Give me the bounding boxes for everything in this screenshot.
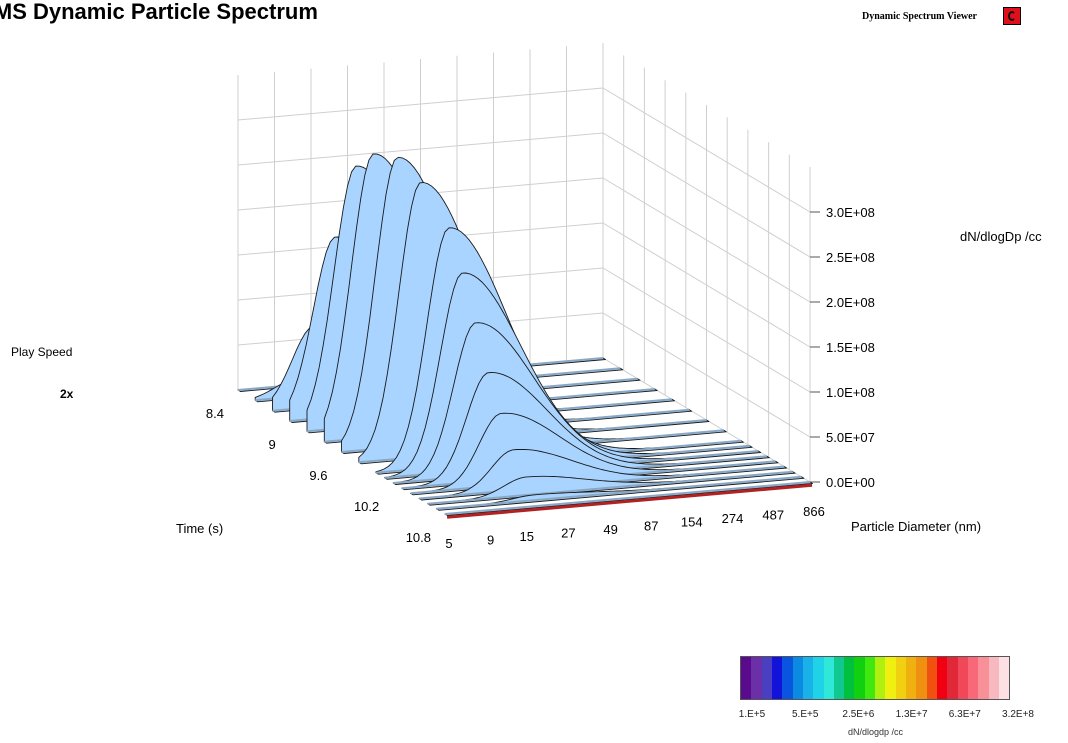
colorbar-cell — [813, 657, 824, 699]
colorbar-tick-label: 2.5E+6 — [842, 709, 875, 720]
colorbar-cell — [782, 657, 793, 699]
colorbar-tick-label: 1.3E+7 — [895, 709, 928, 720]
colorbar-title: dN/dlogdp /cc — [848, 727, 904, 737]
x-tick-label: 15 — [520, 529, 534, 544]
colorbar-cell — [854, 657, 865, 699]
colorbar-cell — [967, 657, 979, 699]
z-tick-label: 1.5E+08 — [826, 340, 875, 355]
z-tick-label: 3.0E+08 — [826, 205, 875, 220]
x-tick-label: 27 — [561, 526, 575, 541]
y-tick-label: 9 — [269, 437, 276, 452]
play-speed-label: Play Speed — [11, 345, 73, 359]
colorbar-cell — [761, 657, 772, 699]
colorbar-cell — [895, 657, 906, 699]
colorbar-cell — [947, 657, 958, 699]
colorbar-cell — [916, 657, 927, 699]
x-tick-label: 9 — [487, 532, 494, 547]
x-tick-label: 866 — [803, 504, 825, 519]
surface-series — [237, 153, 813, 519]
colorbar-cell — [771, 657, 783, 699]
colorbar-cell — [741, 657, 752, 699]
colorbar-tick-label: 1.E+5 — [738, 709, 766, 720]
z-tick-label: 0.0E+00 — [826, 475, 875, 490]
colorbar-cell — [978, 657, 989, 699]
colorbar-cell — [823, 657, 834, 699]
colorbar-cell — [957, 657, 968, 699]
x-tick-label: 487 — [762, 508, 784, 523]
colorbar-cell — [906, 657, 917, 699]
x-tick-label: 5 — [445, 536, 452, 551]
colorbar-cell — [833, 657, 845, 699]
x-tick-label: 49 — [603, 522, 617, 537]
plot-axes: 0.0E+00 5.0E+07 1.0E+08 1.5E+08 2.0E+08 2.5E+… — [176, 205, 1042, 551]
page-title: DMS Dynamic Particle Spectrum — [0, 0, 318, 24]
x-tick-label: 274 — [722, 511, 744, 526]
x-tick-label: 154 — [681, 515, 703, 530]
x-axis-label: Particle Diameter (nm) — [851, 519, 981, 534]
z-tick-label: 2.0E+08 — [826, 295, 875, 310]
z-tick-label: 1.0E+08 — [826, 385, 875, 400]
colorbar-cell — [792, 657, 803, 699]
colorbar-cell — [864, 657, 876, 699]
y-tick-label: 8.4 — [206, 406, 224, 421]
y-tick-label: 10.8 — [406, 530, 431, 545]
colorbar-cell — [936, 657, 948, 699]
x-tick-label: 87 — [644, 518, 658, 533]
app-name: Dynamic Spectrum Viewer — [862, 11, 977, 22]
colorbar-cell — [926, 657, 937, 699]
colorbar — [740, 656, 1010, 700]
front-edge-line — [446, 483, 813, 519]
colorbar-cell — [998, 657, 1010, 699]
colorbar-cell — [844, 657, 855, 699]
z-tick-label: 5.0E+07 — [826, 430, 875, 445]
colorbar-cell — [751, 657, 762, 699]
colorbar-cell — [875, 657, 886, 699]
colorbar-tick-label: 6.3E+7 — [948, 709, 981, 720]
colorbar-cell — [988, 657, 999, 699]
z-tick-label: 2.5E+08 — [826, 250, 875, 265]
colorbar-tick-label: 5.E+5 — [791, 709, 819, 720]
colorbar-ticks: 1.E+5 5.E+5 2.5E+6 1.3E+7 6.3E+7 3.2E+8 — [730, 709, 1034, 723]
colorbar-cell — [802, 657, 814, 699]
red-c-logo-icon[interactable] — [1003, 7, 1021, 25]
y-axis-label: Time (s) — [176, 521, 223, 536]
play-speed-value[interactable]: 2x — [60, 387, 74, 401]
colorbar-tick-label: 3.2E+8 — [1002, 709, 1034, 720]
series-floor-line — [436, 475, 802, 510]
z-axis-label: dN/dlogDp /cc — [960, 229, 1042, 244]
y-tick-label: 10.2 — [354, 499, 379, 514]
colorbar-cell — [885, 657, 896, 699]
series-floor-line — [444, 481, 811, 515]
series-floor-line — [427, 470, 793, 505]
y-tick-label: 9.6 — [309, 468, 327, 483]
